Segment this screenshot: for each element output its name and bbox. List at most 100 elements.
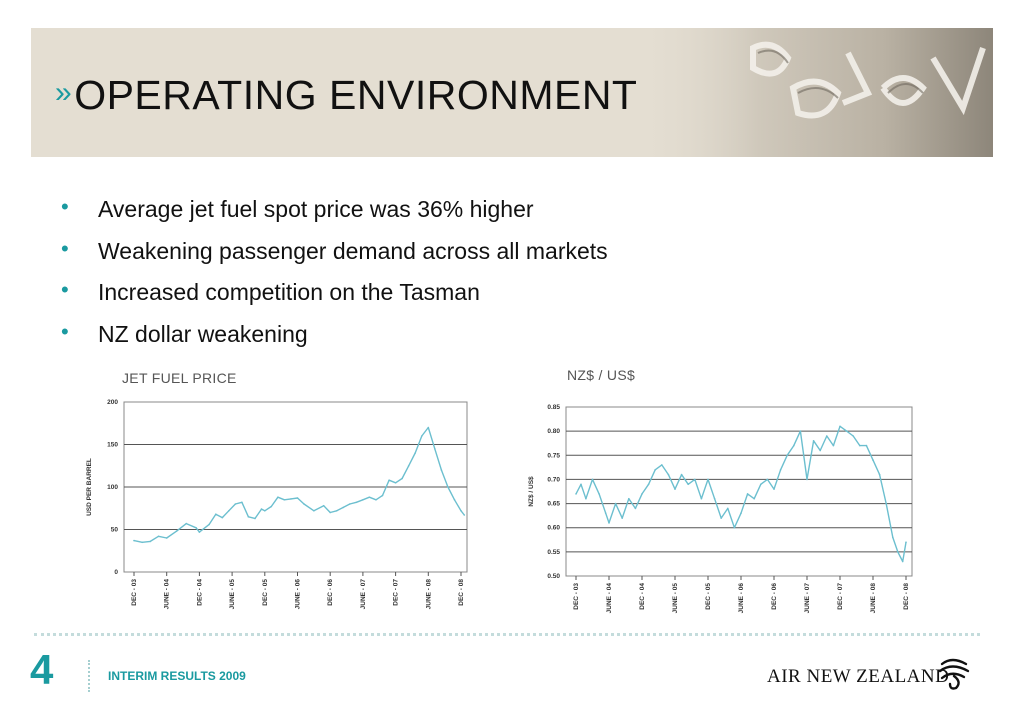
x-tick-label: DEC - 07 [837,583,844,610]
data-point [634,507,637,510]
data-point [839,425,841,428]
data-point [303,503,305,505]
bullet-icon: • [61,277,69,302]
data-point [149,540,152,543]
data-point [175,530,178,532]
data-point [228,510,230,512]
data-point [647,483,650,486]
x-tick-label: DEC - 06 [771,583,778,610]
data-point [845,430,848,432]
data-point [342,506,345,509]
data-point [313,510,315,512]
data-point [247,516,250,518]
x-tick-label: DEC - 03 [131,579,138,606]
chart-title-jet-fuel: JET FUEL PRICE [122,370,237,386]
data-point [198,531,201,533]
y-tick-label: 0.75 [547,452,560,459]
data-point [740,512,742,514]
data-point [727,507,729,510]
data-point [394,482,397,484]
chevron-icon: » [55,76,73,109]
y-tick-label: 0.70 [547,476,560,483]
data-point [368,496,371,498]
y-tick-label: 100 [107,484,118,491]
data-point [133,539,135,542]
data-point [460,510,462,512]
y-tick-label: 0.50 [547,573,560,580]
x-tick-label: DEC - 07 [393,579,400,606]
bullet-icon: • [61,318,69,344]
data-point [901,560,904,563]
data-point [375,499,377,501]
data-point [260,508,263,510]
x-tick-label: JUNE - 05 [672,583,679,614]
x-tick-label: JUNE - 07 [804,583,811,614]
x-tick-label: JUNE - 08 [870,583,877,614]
y-tick-label: 0.85 [547,404,560,411]
data-point [463,514,466,516]
jet-fuel-chart: 0 50 100 150 200 DEC - 03 JUNE - 04 DEC - 04 JUN… [86,399,468,610]
data-point [141,541,143,544]
data-point [215,513,217,515]
y-tick-label: 150 [107,442,118,449]
footer-label: INTERIM RESULTS 2009 [108,669,246,683]
header-banner: »OPERATING ENVIRONMENT [31,28,993,157]
data-point [720,517,722,519]
data-point [349,503,351,505]
data-point [793,444,795,447]
data-point [270,505,273,508]
bullet-item: • Weakening passenger demand across all m… [58,235,608,280]
data-point [865,444,868,447]
data-point [885,502,887,505]
data-point [208,523,210,526]
x-tick-label: JUNE - 04 [164,579,171,610]
bullet-icon: • [61,194,69,219]
nzd-usd-chart: 0.50 0.55 0.60 0.65 0.70 0.75 0.80 0.85 DEC - 03… [528,404,913,614]
series-line [575,425,907,563]
data-point [157,535,160,538]
data-point [585,497,587,500]
data-point [819,449,821,452]
bullet-text: Increased competition on the Tasman [98,279,480,305]
y-tick-label: 0.80 [547,428,560,435]
data-point [621,517,623,519]
data-point [713,497,716,500]
x-tick-label: DEC - 03 [573,583,580,610]
x-tick-label: JUNE - 07 [360,579,367,610]
data-point [826,435,828,437]
data-point [707,478,709,481]
footer-separator [88,660,90,692]
data-point [687,483,689,486]
data-point [575,493,577,495]
x-tick-label: DEC - 05 [262,579,269,606]
data-point [277,496,279,498]
data-point [628,497,630,500]
koru-logo-icon [938,658,970,690]
data-point [773,488,775,490]
data-point [614,502,617,505]
data-point [234,503,237,505]
data-point [760,483,762,486]
data-point [604,512,607,514]
y-tick-label: 0.60 [547,525,560,532]
bullet-text: Weakening passenger demand across all ma… [98,237,608,264]
data-point [427,426,430,429]
data-point [591,478,594,481]
data-point [746,493,749,495]
data-point [388,479,390,481]
data-point [414,452,417,454]
x-tick-label: DEC - 08 [903,583,910,610]
data-point [872,459,874,461]
data-point [580,483,582,486]
data-point [892,536,894,539]
plot-frame [565,406,913,577]
data-point [766,478,769,481]
data-point [905,541,907,543]
data-point [859,444,861,447]
data-point [608,522,610,524]
page-number: 4 [30,646,54,693]
x-tick-label: JUNE - 06 [295,579,302,610]
data-point [290,498,292,500]
bullet-list: • Average jet fuel spot price was 36% hig… [58,194,608,362]
bullet-icon: • [61,235,69,261]
